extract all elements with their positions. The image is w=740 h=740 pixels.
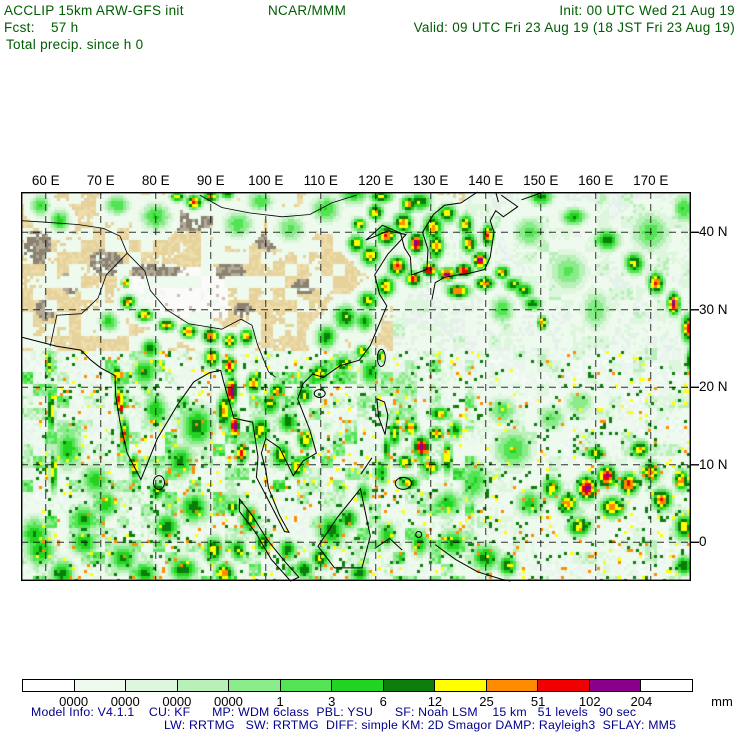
valid-time-label: Valid: 09 UTC Fri 23 Aug 19 (18 JST Fri … [413,20,735,35]
lon-label: 60 E [31,173,60,188]
colorbar-label: 51 [530,694,546,709]
colorbar-cell [382,680,435,691]
colorbar-cell [23,680,74,691]
colorbar-cell [588,680,641,691]
colorbar-label: 12 [427,694,443,709]
lat-label: 30 N [699,301,728,317]
country-borders [20,194,357,378]
graticule-grid [21,192,691,581]
colorbar-label: 204 [630,694,653,709]
colorbar-label: 25 [479,694,494,709]
latitude-ticks [691,231,699,543]
lon-label: 80 E [141,173,170,188]
lat-label: 0 [699,534,707,550]
colorbar-cell [73,680,126,691]
lon-label: 100 E [248,173,284,188]
colorbar-cell [640,680,692,691]
colorbar-label: 3 [328,694,336,709]
lat-label: 10 N [699,456,728,472]
lon-label: 130 E [413,173,449,188]
coastlines [20,191,544,582]
lon-label: 90 E [196,173,225,188]
colorbar-cell [176,680,229,691]
colorbar-cell [228,680,280,691]
model-info-line2: LW: RRTMG SW: RRTMG DIFF: simple KM: 2D … [164,718,677,732]
lon-label: 150 E [523,173,559,188]
field-name-label: Total precip. since h 0 [6,37,144,52]
colorbar-label: 0000 [110,694,140,709]
lon-label: 140 E [468,173,504,188]
colorbar-label: 0000 [213,694,243,709]
colorbar-cell [331,680,383,691]
lon-label: 120 E [358,173,394,188]
colorbar-cell [125,680,177,691]
colorbar-label: 0000 [59,694,89,709]
plot-title: ACCLIP 15km ARW-GFS init [4,3,184,18]
forecast-hour-label: Fcst: 57 h [4,20,79,35]
colorbar-cell [279,680,332,691]
colorbar-label: 0000 [162,694,192,709]
map-frame [20,191,691,582]
precipitation-map [21,192,691,581]
model-info-line1: Model Info: V4.1.1 CU: KF MP: WDM 6class… [31,705,637,719]
lon-label: 170 E [633,173,669,188]
init-time-label: Init: 00 UTC Wed 21 Aug 19 [559,3,735,18]
colorbar-label: 102 [578,694,601,709]
map-overlay [20,191,699,582]
colorbar-unit: mm [711,694,733,709]
colorbar-cell [537,680,589,691]
lat-label: 40 N [699,224,728,240]
precip-colorbar [22,679,693,692]
lon-label: 70 E [86,173,115,188]
lat-label: 20 N [699,379,728,395]
colorbar-label: 6 [379,694,387,709]
lon-label: 110 E [303,173,338,188]
org-label: NCAR/MMM [268,3,347,18]
colorbar-cell [485,680,538,691]
colorbar-cell [434,680,486,691]
lon-label: 160 E [578,173,614,188]
colorbar-label: 1 [276,694,284,709]
